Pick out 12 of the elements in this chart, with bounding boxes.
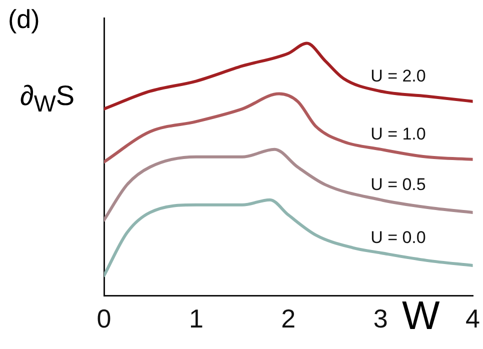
series-label: U = 1.0 <box>370 124 426 144</box>
x-tick-label: 1 <box>188 304 204 334</box>
series-label: U = 0.0 <box>370 228 426 248</box>
x-tick-label: 0 <box>96 304 112 334</box>
x-axis-title: W <box>402 294 440 339</box>
x-tick-label: 4 <box>466 304 480 334</box>
series-label: U = 2.0 <box>370 66 426 86</box>
x-tick-label: 2 <box>281 304 296 334</box>
series-label: U = 0.5 <box>370 175 426 194</box>
chart-title: (d) <box>8 4 40 35</box>
x-tick-label: 3 <box>373 304 388 334</box>
y-axis-title: ∂$_{W}$S <box>20 80 75 118</box>
